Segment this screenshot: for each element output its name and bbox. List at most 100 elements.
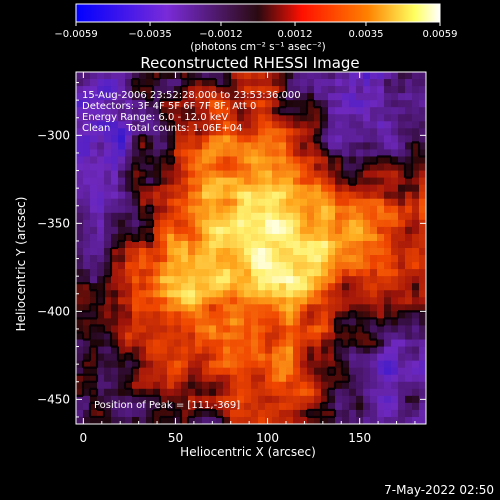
heatmap-cell bbox=[251, 395, 259, 404]
heatmap-cell bbox=[300, 114, 308, 122]
heatmap-cell bbox=[342, 219, 350, 228]
heatmap-cell bbox=[237, 100, 245, 108]
heatmap-cell bbox=[377, 276, 385, 284]
heatmap-cell bbox=[272, 135, 280, 143]
heatmap-cell bbox=[111, 121, 119, 129]
heatmap-cell bbox=[356, 233, 364, 242]
heatmap-cell bbox=[349, 269, 357, 277]
heatmap-cell bbox=[125, 360, 133, 369]
heatmap-cell bbox=[76, 339, 84, 347]
heatmap-cell bbox=[405, 114, 413, 122]
heatmap-cell bbox=[307, 149, 315, 157]
heatmap-cell bbox=[279, 248, 287, 256]
heatmap-cell bbox=[188, 205, 196, 214]
heatmap-cell bbox=[139, 79, 147, 87]
heatmap-cell bbox=[195, 248, 203, 256]
heatmap-cell bbox=[90, 177, 98, 186]
heatmap-cell bbox=[118, 353, 126, 362]
heatmap-cell bbox=[342, 304, 350, 312]
heatmap-cell bbox=[384, 121, 392, 129]
heatmap-cell bbox=[132, 395, 140, 404]
heatmap-cell bbox=[188, 255, 196, 263]
heatmap-cell bbox=[139, 304, 147, 312]
heatmap-cell bbox=[104, 205, 112, 214]
chart-title: Reconstructed RHESSI Image bbox=[140, 54, 359, 72]
heatmap-cell bbox=[265, 360, 273, 369]
heatmap-cell bbox=[363, 142, 371, 150]
heatmap-cell bbox=[146, 290, 154, 298]
heatmap-cell bbox=[195, 233, 203, 242]
heatmap-cell bbox=[398, 142, 406, 150]
heatmap-cell bbox=[279, 149, 287, 157]
heatmap-cell bbox=[286, 276, 294, 284]
heatmap-cell bbox=[321, 135, 329, 143]
heatmap-cell bbox=[188, 184, 196, 193]
heatmap-cell bbox=[335, 360, 343, 369]
heatmap-cell bbox=[104, 128, 112, 136]
heatmap-cell bbox=[118, 226, 126, 235]
heatmap-cell bbox=[412, 163, 420, 171]
heatmap-cell bbox=[160, 128, 168, 136]
heatmap-cell bbox=[398, 93, 406, 101]
heatmap-cell bbox=[419, 205, 427, 214]
heatmap-cell bbox=[216, 226, 224, 235]
heatmap-cell bbox=[174, 86, 182, 94]
heatmap-cell bbox=[307, 121, 315, 129]
heatmap-cell bbox=[90, 121, 98, 129]
heatmap-cell bbox=[202, 388, 210, 397]
heatmap-cell bbox=[83, 79, 91, 87]
heatmap-cell bbox=[258, 374, 266, 383]
heatmap-cell bbox=[223, 248, 231, 256]
heatmap-cell bbox=[321, 107, 329, 115]
heatmap-cell bbox=[76, 304, 84, 312]
heatmap-cell bbox=[398, 226, 406, 235]
heatmap-cell bbox=[104, 72, 112, 80]
heatmap-cell bbox=[188, 248, 196, 256]
heatmap-cell bbox=[237, 212, 245, 221]
heatmap-cell bbox=[286, 367, 294, 376]
heatmap-cell bbox=[405, 304, 413, 312]
heatmap-cell bbox=[419, 93, 427, 101]
heatmap-cell bbox=[391, 402, 399, 411]
heatmap-cell bbox=[195, 107, 203, 115]
heatmap-cell bbox=[272, 205, 280, 214]
heatmap-cell bbox=[83, 381, 91, 390]
heatmap-cell bbox=[419, 107, 427, 115]
heatmap-cell bbox=[118, 128, 126, 136]
heatmap-cell bbox=[167, 367, 175, 376]
heatmap-cell bbox=[293, 248, 301, 256]
heatmap-cell bbox=[223, 262, 231, 270]
heatmap-cell bbox=[111, 163, 119, 171]
heatmap-cell bbox=[251, 198, 259, 207]
heatmap-cell bbox=[377, 248, 385, 256]
heatmap-cell bbox=[118, 114, 126, 122]
heatmap-cell bbox=[335, 367, 343, 376]
heatmap-cell bbox=[335, 374, 343, 383]
heatmap-cell bbox=[265, 346, 273, 354]
heatmap-cell bbox=[363, 311, 371, 319]
heatmap-cell bbox=[76, 72, 84, 80]
heatmap-cell bbox=[328, 240, 336, 249]
heatmap-cell bbox=[153, 184, 161, 193]
heatmap-cell bbox=[90, 290, 98, 298]
heatmap-cell bbox=[342, 184, 350, 193]
heatmap-cell bbox=[328, 395, 336, 404]
heatmap-cell bbox=[181, 332, 189, 340]
heatmap-cell bbox=[111, 205, 119, 214]
heatmap-cell bbox=[202, 297, 210, 305]
heatmap-cell bbox=[76, 93, 84, 101]
heatmap-cell bbox=[398, 128, 406, 136]
heatmap-cell bbox=[314, 262, 322, 270]
heatmap-cell bbox=[293, 353, 301, 362]
heatmap-cell bbox=[377, 163, 385, 171]
heatmap-cell bbox=[356, 339, 364, 347]
heatmap-cell bbox=[202, 269, 210, 277]
heatmap-cell bbox=[349, 72, 357, 80]
heatmap-cell bbox=[307, 212, 315, 221]
heatmap-cell bbox=[293, 290, 301, 298]
heatmap-cell bbox=[132, 332, 140, 340]
heatmap-cell bbox=[230, 255, 238, 263]
heatmap-cell bbox=[181, 170, 189, 178]
heatmap-cell bbox=[286, 360, 294, 369]
heatmap-cell bbox=[209, 297, 217, 305]
